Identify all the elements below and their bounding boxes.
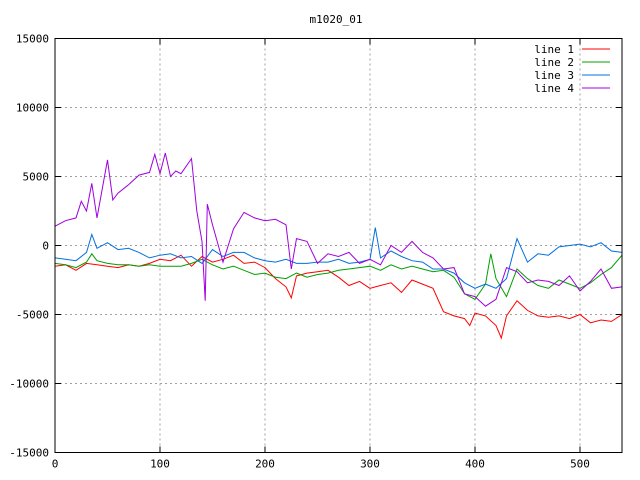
- series-line-2: [54, 252, 623, 300]
- x-axis: 0 100 200 300 400 500: [52, 38, 590, 471]
- y-tick-label: 15000: [16, 33, 49, 46]
- x-tick-label: 100: [150, 458, 170, 471]
- grid: [55, 38, 622, 453]
- series-line-1: [54, 254, 623, 340]
- series-line-4: [54, 152, 623, 307]
- x-tick-label: 0: [52, 458, 59, 471]
- x-tick-label: 400: [465, 458, 485, 471]
- y-tick-label: -10000: [9, 378, 49, 391]
- x-tick-label: 300: [360, 458, 380, 471]
- y-tick-label: -15000: [9, 447, 49, 460]
- x-tick-label: 500: [570, 458, 590, 471]
- x-tick-label: 200: [255, 458, 275, 471]
- y-tick-label: 10000: [16, 102, 49, 115]
- chart-title: m1020_01: [310, 13, 363, 26]
- y-tick-label: 0: [42, 240, 49, 253]
- y-axis: -15000 -10000 -5000 0 5000 10000 15000: [9, 33, 622, 460]
- series-line-3: [54, 227, 623, 289]
- legend-label: line 2: [534, 56, 574, 69]
- series-layer: [54, 152, 623, 340]
- legend-label: line 1: [534, 43, 574, 56]
- legend-label: line 4: [534, 82, 574, 95]
- y-tick-label: 5000: [23, 171, 50, 184]
- legend-label: line 3: [534, 69, 574, 82]
- y-tick-label: -5000: [16, 309, 49, 322]
